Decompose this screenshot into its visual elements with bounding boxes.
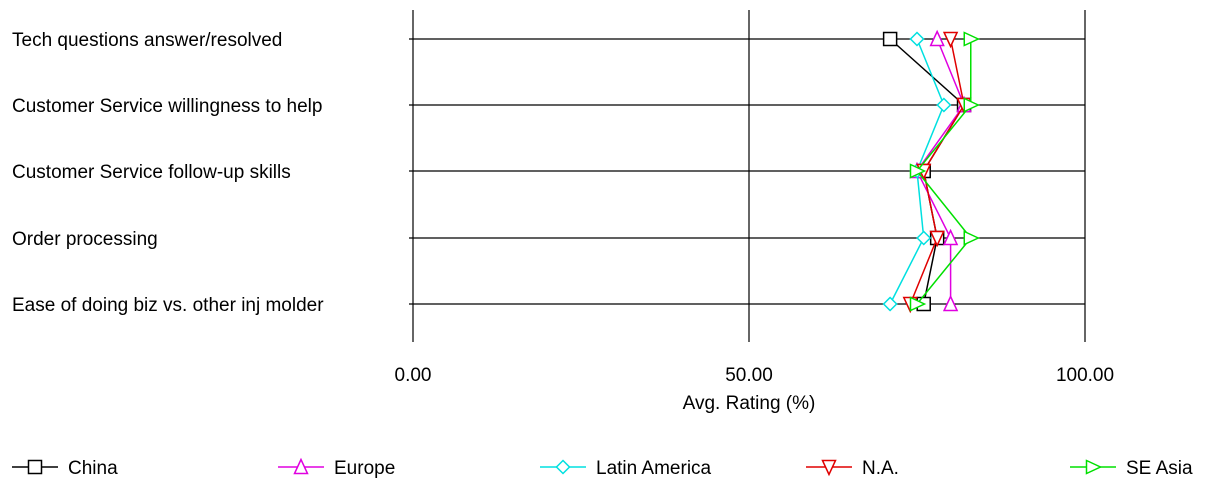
data-point <box>963 97 981 113</box>
x-tick-label: 100.00 <box>1056 365 1114 386</box>
legend-marker <box>555 459 571 475</box>
data-point <box>909 163 927 179</box>
data-point <box>942 228 959 246</box>
legend-label: N.A. <box>862 458 899 479</box>
data-point <box>929 29 945 47</box>
x-tick-label: 50.00 <box>725 365 773 386</box>
legend-item: N.A. <box>806 458 899 479</box>
legend-item: Europe <box>278 457 395 479</box>
x-tick-label: 0.00 <box>395 365 432 386</box>
data-point <box>909 31 925 47</box>
legend-item: Latin America <box>540 458 712 479</box>
category-label: Tech questions answer/resolved <box>12 30 282 51</box>
legend-label: China <box>68 458 118 479</box>
data-point <box>929 230 945 248</box>
data-point <box>882 296 898 312</box>
legend-marker <box>27 459 43 475</box>
legend-marker <box>1085 459 1103 475</box>
x-axis-label: Avg. Rating (%) <box>683 393 816 414</box>
legend-marker <box>821 459 837 477</box>
category-label: Order processing <box>12 229 158 250</box>
data-point <box>942 31 959 49</box>
data-point <box>942 294 959 312</box>
legend-label: Latin America <box>596 458 712 479</box>
data-point <box>916 230 932 246</box>
category-label: Customer Service willingness to help <box>12 96 322 117</box>
series-4 <box>909 31 981 312</box>
legend-item: SE Asia <box>1070 458 1193 479</box>
category-label: Ease of doing biz vs. other inj molder <box>12 295 324 316</box>
legend-label: SE Asia <box>1126 458 1193 479</box>
data-point <box>936 97 952 113</box>
legend-item: China <box>12 458 118 479</box>
category-label: Customer Service follow-up skills <box>12 162 291 183</box>
data-point <box>909 296 927 312</box>
data-point <box>963 31 981 47</box>
legend-label: Europe <box>334 458 395 479</box>
data-point <box>882 31 898 47</box>
legend-marker <box>293 457 309 475</box>
data-point <box>963 230 981 246</box>
